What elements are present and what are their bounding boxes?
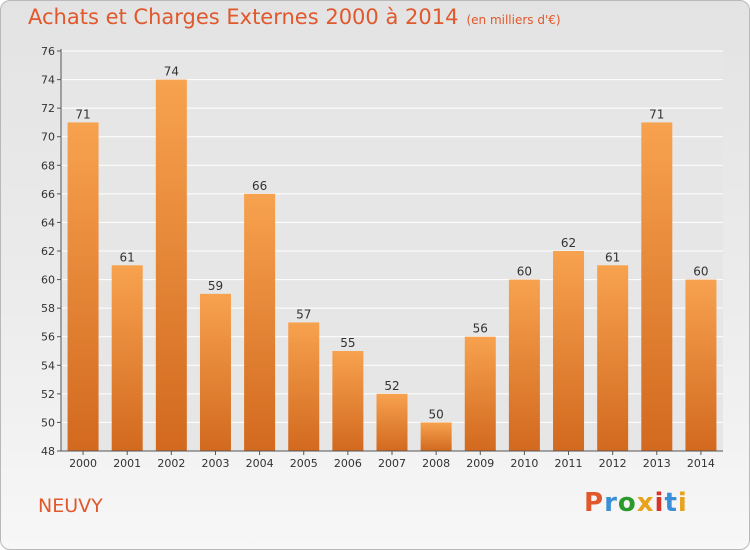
y-tick-label: 58: [41, 302, 55, 315]
bar-2005: [288, 322, 320, 451]
bar-2012: [597, 265, 629, 451]
x-tick-label-2004: 2004: [246, 457, 274, 470]
bar-2002: [155, 79, 187, 452]
bar-2008: [420, 422, 452, 451]
chart-title: Achats et Charges Externes 2000 à 2014: [28, 5, 459, 29]
data-label-2006: 55: [340, 336, 355, 350]
x-tick-label-2009: 2009: [466, 457, 494, 470]
proxiti-logo[interactable]: Proxiti: [584, 488, 688, 518]
y-tick-label: 64: [41, 216, 55, 229]
bar-2000: [67, 122, 99, 451]
data-label-2001: 61: [120, 250, 135, 264]
y-tick-label: 50: [41, 416, 55, 429]
chart-title-block: Achats et Charges Externes 2000 à 2014 (e…: [28, 5, 561, 29]
y-tick-label: 76: [41, 45, 55, 58]
x-tick-label-2002: 2002: [157, 457, 185, 470]
data-label-2010: 60: [517, 265, 532, 279]
y-tick-label: 56: [41, 331, 55, 344]
data-label-2014: 60: [693, 265, 708, 279]
bar-2009: [464, 336, 496, 451]
data-label-2008: 50: [428, 407, 443, 421]
data-label-2007: 52: [384, 379, 399, 393]
x-tick-label-2003: 2003: [201, 457, 229, 470]
place-name: NEUVY: [38, 495, 103, 517]
x-tick-label-2006: 2006: [334, 457, 362, 470]
bar-2001: [111, 265, 143, 451]
logo-letter: t: [664, 488, 678, 518]
y-tick-label: 52: [41, 388, 55, 401]
logo-letter: x: [636, 488, 655, 518]
bar-2006: [332, 351, 364, 451]
data-label-2003: 59: [208, 279, 223, 293]
x-tick-label-2001: 2001: [113, 457, 141, 470]
bar-2013: [641, 122, 673, 451]
y-tick-label: 68: [41, 159, 55, 172]
y-tick-label: 66: [41, 188, 55, 201]
bar-2003: [199, 293, 231, 451]
data-label-2011: 62: [561, 236, 576, 250]
y-tick-label: 62: [41, 245, 55, 258]
y-tick-label: 72: [41, 102, 55, 115]
y-tick-label: 48: [41, 445, 55, 458]
bar-2010: [508, 279, 540, 451]
y-tick-label: 74: [41, 74, 55, 87]
x-tick-label-2014: 2014: [687, 457, 715, 470]
x-tick-label-2013: 2013: [643, 457, 671, 470]
logo-letter: i: [677, 488, 688, 518]
x-tick-label-2007: 2007: [378, 457, 406, 470]
x-tick-label-2010: 2010: [510, 457, 538, 470]
data-label-2013: 71: [649, 107, 664, 121]
logo-letter: o: [617, 488, 637, 518]
data-label-2012: 61: [605, 250, 620, 264]
data-label-2009: 56: [473, 322, 488, 336]
x-tick-label-2012: 2012: [599, 457, 627, 470]
x-tick-label-2008: 2008: [422, 457, 450, 470]
bar-2011: [553, 251, 585, 451]
y-tick-label: 70: [41, 131, 55, 144]
bar-2014: [685, 279, 717, 451]
x-tick-label-2011: 2011: [555, 457, 583, 470]
data-label-2005: 57: [296, 307, 311, 321]
logo-letter: r: [604, 488, 618, 518]
x-tick-label-2005: 2005: [290, 457, 318, 470]
data-label-2002: 74: [164, 65, 179, 79]
data-label-2004: 66: [252, 179, 267, 193]
logo-letter: P: [584, 488, 605, 518]
chart-subtitle: (en milliers d'€): [466, 13, 561, 27]
bar-2004: [244, 193, 276, 451]
y-tick-label: 60: [41, 274, 55, 287]
y-tick-label: 54: [41, 359, 55, 372]
x-tick-label-2000: 2000: [69, 457, 97, 470]
bar-2007: [376, 393, 408, 451]
logo-letter: i: [654, 488, 665, 518]
data-label-2000: 71: [75, 107, 90, 121]
